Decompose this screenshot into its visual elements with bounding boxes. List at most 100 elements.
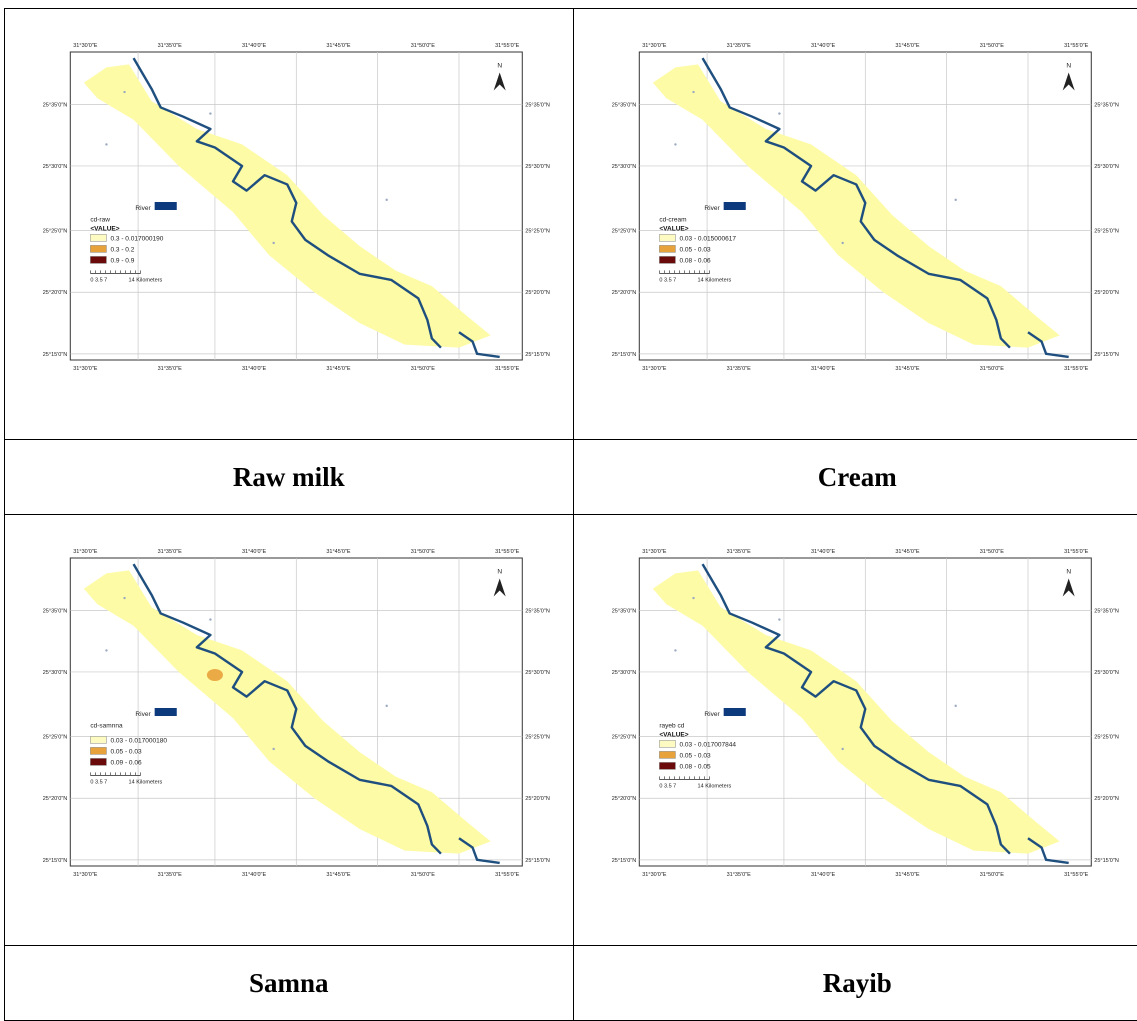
hotspot-area	[207, 669, 223, 681]
left-tick-label: 25°15'0"N	[43, 352, 68, 358]
left-tick-label: 25°15'0"N	[611, 858, 636, 864]
legend-class-label: 0.9 - 0.9	[110, 257, 134, 264]
point-marker	[674, 143, 676, 145]
scale-numbers: 0 3.5 7	[659, 783, 676, 789]
right-tick-label: 25°15'0"N	[1094, 858, 1119, 864]
figure-table: N 31°30'0"E 31°30'0"E 31°35'0"E 31°35'0"E 31°…	[4, 8, 1137, 1021]
bottom-tick-label: 31°55'0"E	[1064, 366, 1089, 372]
bottom-tick-label: 31°50'0"E	[979, 872, 1004, 878]
scale-units: 14 Kilometers	[697, 277, 731, 283]
north-label: N	[497, 568, 502, 575]
bottom-tick-label: 31°45'0"E	[895, 872, 920, 878]
legend-swatch	[90, 256, 106, 263]
point-marker	[105, 649, 107, 651]
point-marker	[778, 618, 780, 620]
legend-class-label: 0.03 - 0.017000180	[110, 737, 167, 744]
map-samna: N31°30'0"E31°30'0"E31°35'0"E31°35'0"E31°…	[5, 515, 573, 945]
caption-rayib: Rayib	[573, 946, 1137, 1021]
map-rayib: N31°30'0"E31°30'0"E31°35'0"E31°35'0"E31°…	[574, 515, 1137, 945]
top-tick-label: 31°35'0"E	[726, 43, 751, 49]
legend-value-header: <VALUE>	[659, 731, 688, 738]
left-tick-label: 25°25'0"N	[43, 229, 68, 235]
bottom-tick-label: 31°30'0"E	[642, 366, 667, 372]
right-tick-label: 25°20'0"N	[1094, 290, 1119, 296]
point-marker	[841, 242, 843, 244]
legend-class-label: 0.03 - 0.015000617	[679, 235, 736, 242]
scale-numbers: 0 3.5 7	[90, 277, 107, 283]
top-tick-label: 31°40'0"E	[810, 549, 835, 555]
left-tick-label: 25°25'0"N	[611, 735, 636, 741]
river-legend-swatch	[723, 708, 745, 716]
river-legend-label: River	[135, 711, 151, 718]
point-marker	[385, 199, 387, 201]
top-tick-label: 31°30'0"E	[642, 549, 667, 555]
bottom-tick-label: 31°55'0"E	[495, 366, 520, 372]
bottom-tick-label: 31°45'0"E	[895, 366, 920, 372]
top-tick-label: 31°50'0"E	[411, 549, 436, 555]
river-legend-label: River	[704, 205, 720, 212]
scale-numbers: 0 3.5 7	[659, 277, 676, 283]
bottom-tick-label: 31°50'0"E	[979, 366, 1004, 372]
right-tick-label: 25°25'0"N	[525, 229, 550, 235]
legend-swatch	[90, 736, 106, 743]
right-tick-label: 25°35'0"N	[525, 102, 550, 108]
point-marker	[123, 91, 125, 93]
legend-value-header: <VALUE>	[90, 225, 119, 232]
top-tick-label: 31°55'0"E	[495, 549, 520, 555]
legend-swatch	[659, 740, 675, 747]
top-tick-label: 31°50'0"E	[979, 43, 1004, 49]
river-legend-swatch	[155, 708, 177, 716]
bottom-tick-label: 31°30'0"E	[642, 872, 667, 878]
legend-class-label: 0.03 - 0.017007844	[679, 741, 736, 748]
legend-swatch	[90, 245, 106, 252]
top-tick-label: 31°35'0"E	[158, 43, 183, 49]
left-tick-label: 25°35'0"N	[43, 608, 68, 614]
right-tick-label: 25°15'0"N	[525, 352, 550, 358]
bottom-tick-label: 31°35'0"E	[158, 366, 183, 372]
legend-class-label: 0.05 - 0.03	[679, 752, 711, 759]
right-tick-label: 25°35'0"N	[1094, 102, 1119, 108]
legend-layer-name: cd-samnna	[90, 722, 123, 729]
left-tick-label: 25°30'0"N	[43, 164, 68, 170]
point-marker	[674, 649, 676, 651]
north-label: N	[497, 62, 502, 69]
right-tick-label: 25°25'0"N	[1094, 229, 1119, 235]
legend-class-label: 0.05 - 0.03	[679, 246, 711, 253]
top-tick-label: 31°30'0"E	[73, 43, 98, 49]
legend-class-label: 0.08 - 0.06	[679, 257, 711, 264]
top-tick-label: 31°35'0"E	[726, 549, 751, 555]
legend-swatch	[90, 747, 106, 754]
top-tick-label: 31°45'0"E	[326, 43, 351, 49]
point-marker	[954, 705, 956, 707]
scale-units: 14 Kilometers	[129, 277, 163, 283]
bottom-tick-label: 31°40'0"E	[242, 872, 267, 878]
bottom-tick-label: 31°50'0"E	[411, 366, 436, 372]
point-marker	[209, 112, 211, 114]
right-tick-label: 25°25'0"N	[525, 735, 550, 741]
top-tick-label: 31°40'0"E	[242, 549, 267, 555]
bottom-tick-label: 31°50'0"E	[411, 872, 436, 878]
right-tick-label: 25°15'0"N	[525, 858, 550, 864]
legend-class-label: 0.3 - 0.017000190	[110, 235, 163, 242]
river-legend-swatch	[723, 202, 745, 210]
left-tick-label: 25°35'0"N	[611, 102, 636, 108]
bottom-tick-label: 31°55'0"E	[1064, 872, 1089, 878]
legend-class-label: 0.3 - 0.2	[110, 246, 134, 253]
legend-class-label: 0.05 - 0.03	[110, 748, 142, 755]
top-tick-label: 31°55'0"E	[1064, 549, 1089, 555]
right-tick-label: 25°20'0"N	[1094, 796, 1119, 802]
legend-layer-name: cd-cream	[659, 216, 686, 223]
legend-swatch	[90, 234, 106, 241]
legend-swatch	[659, 234, 675, 241]
right-tick-label: 25°30'0"N	[1094, 164, 1119, 170]
right-tick-label: 25°35'0"N	[1094, 608, 1119, 614]
top-tick-label: 31°30'0"E	[642, 43, 667, 49]
left-tick-label: 25°25'0"N	[611, 229, 636, 235]
caption-raw-milk: Raw milk	[5, 440, 574, 515]
right-tick-label: 25°30'0"N	[1094, 670, 1119, 676]
map-raw-milk: N31°30'0"E31°30'0"E31°35'0"E31°35'0"E31°…	[5, 9, 573, 439]
